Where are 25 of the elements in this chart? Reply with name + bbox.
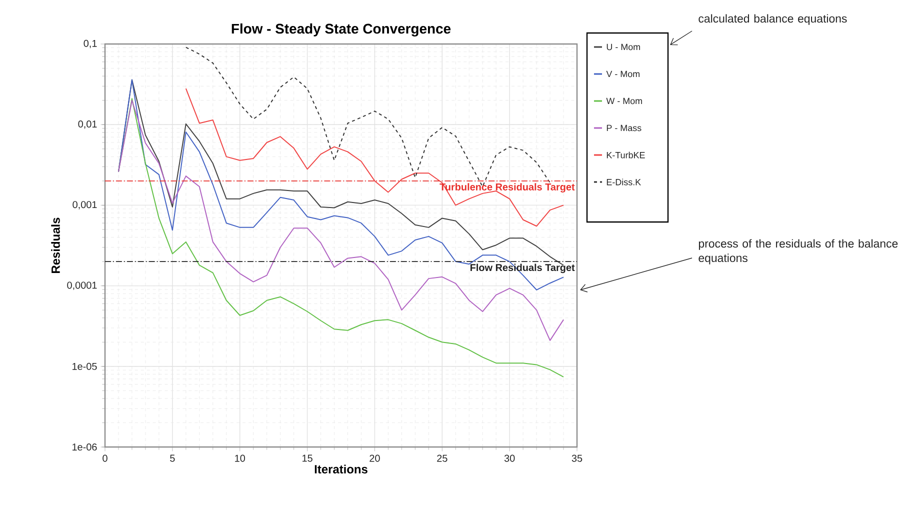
y-axis-title: Residuals [51, 218, 60, 273]
chart-title: Flow - Steady State Convergence [232, 23, 451, 36]
x-tick-label: 15 [302, 454, 312, 462]
x-tick-label: 35 [572, 454, 582, 462]
legend-label: P - Mass [606, 124, 642, 132]
legend-label: W - Mom [606, 98, 642, 104]
x-axis-title: Iterations [314, 464, 368, 474]
legend-label: E-Diss.K [606, 178, 641, 186]
x-tick-label: 30 [504, 454, 515, 462]
legend-label: U - Mom [606, 44, 640, 50]
x-tick-label: 25 [437, 454, 448, 462]
y-tick-label: 1e-06 [72, 443, 97, 451]
legend-label: K-TurbKE [606, 152, 645, 158]
x-tick-label: 0 [102, 454, 108, 462]
x-tick-label: 5 [170, 454, 175, 462]
x-tick-label: 10 [235, 454, 246, 462]
y-tick-label: 0,0001 [67, 282, 97, 290]
text: calculated balance equations [698, 14, 847, 25]
y-tick-label: 0,1 [84, 40, 97, 48]
y-tick-label: 0,001 [72, 201, 97, 210]
text: process of the residuals of the balance equations [698, 239, 898, 264]
x-tick-label: 20 [370, 454, 380, 462]
legend-label: V - Mom [606, 70, 640, 78]
y-tick-label: 1e-05 [72, 362, 97, 370]
y-tick-label: 0,01 [78, 120, 97, 129]
